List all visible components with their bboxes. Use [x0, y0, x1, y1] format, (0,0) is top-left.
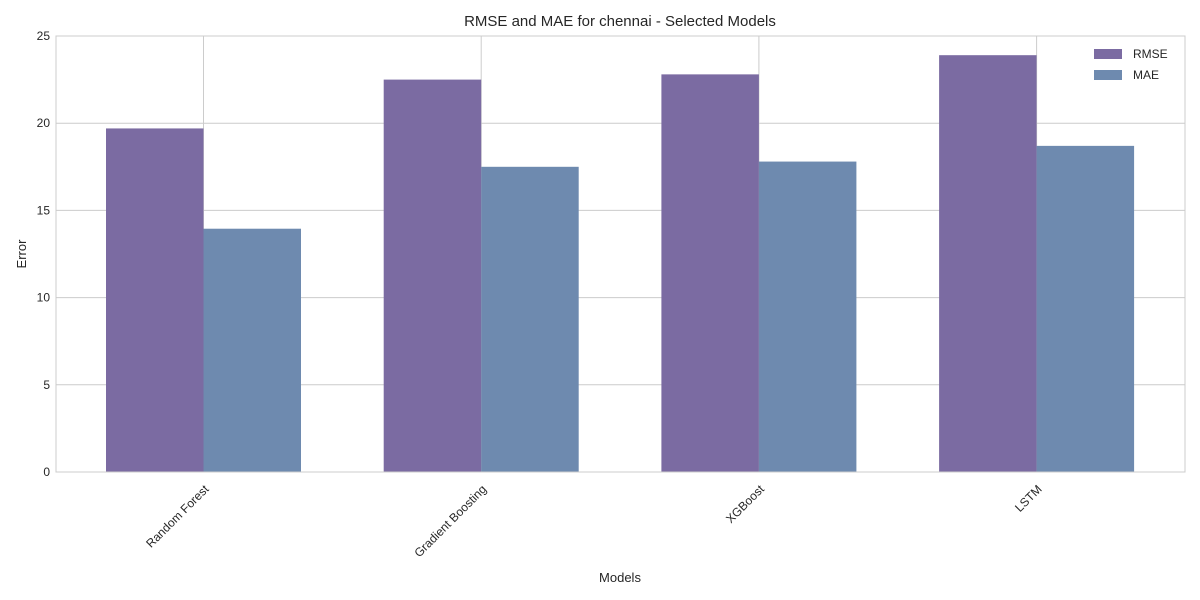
bar-rmse-xgboost	[661, 74, 759, 473]
y-tick-label: 0	[43, 465, 50, 479]
bar-mae-xgboost	[758, 161, 857, 472]
bar-rmse-random-forest	[106, 128, 204, 472]
bars	[106, 55, 1135, 473]
y-tick-label: 10	[37, 291, 51, 305]
legend-swatch-rmse	[1094, 49, 1122, 59]
y-axis-label: Error	[14, 239, 29, 269]
chart-title: RMSE and MAE for chennai - Selected Mode…	[464, 13, 776, 30]
legend-label-mae: MAE	[1133, 68, 1159, 82]
y-tick-label: 25	[37, 29, 51, 43]
plot-frame	[55, 35, 1186, 473]
legend-label-rmse: RMSE	[1133, 47, 1168, 61]
legend: RMSE MAE	[1094, 47, 1168, 82]
y-tick-label: 5	[43, 378, 50, 392]
bar-mae-gradient-boosting	[481, 166, 579, 473]
y-tick-label: 20	[37, 116, 51, 130]
bar-rmse-gradient-boosting	[383, 79, 482, 472]
bar-rmse-lstm	[939, 55, 1037, 473]
legend-swatch-mae	[1094, 70, 1122, 80]
x-axis-label: Models	[599, 570, 641, 585]
y-tick-labels: 0 5 10 15 20 25	[37, 29, 51, 479]
bar-mae-lstm	[1036, 145, 1135, 472]
y-tick-label: 15	[37, 203, 51, 217]
bar-mae-random-forest	[203, 228, 301, 472]
